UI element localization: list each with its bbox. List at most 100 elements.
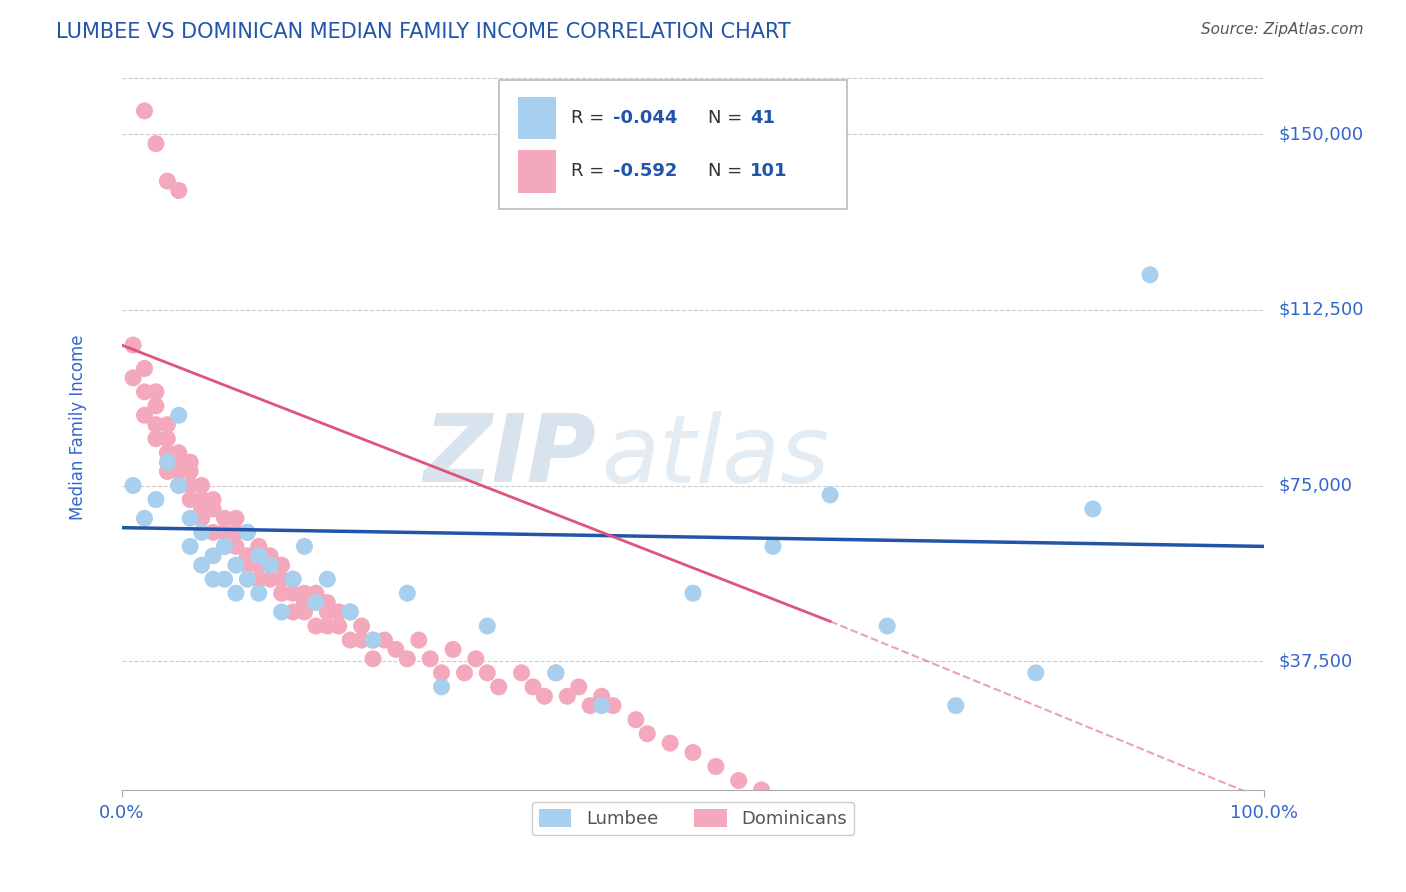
Point <box>477 619 499 633</box>
Point <box>441 642 464 657</box>
Point <box>190 502 212 516</box>
Text: R =: R = <box>571 109 610 127</box>
Text: N =: N = <box>707 109 748 127</box>
Point <box>270 558 292 573</box>
Point <box>350 633 373 648</box>
Point <box>167 455 190 469</box>
Text: $112,500: $112,500 <box>1278 301 1364 319</box>
Point <box>796 806 818 821</box>
Point <box>294 540 316 554</box>
Point <box>214 511 236 525</box>
Point <box>145 432 167 446</box>
Point <box>408 633 430 648</box>
Point <box>624 713 647 727</box>
Point <box>1139 268 1161 282</box>
Point <box>134 103 156 118</box>
Point <box>259 572 281 586</box>
Point <box>316 596 339 610</box>
Point <box>704 759 727 773</box>
Point <box>214 572 236 586</box>
Point <box>214 525 236 540</box>
Text: atlas: atlas <box>602 410 830 501</box>
Point <box>636 727 658 741</box>
Point <box>328 605 350 619</box>
Point <box>134 511 156 525</box>
Point <box>339 633 361 648</box>
Point <box>579 698 602 713</box>
Point <box>179 478 201 492</box>
Point <box>430 680 453 694</box>
Point <box>373 633 395 648</box>
Point <box>396 652 419 666</box>
Point <box>167 409 190 423</box>
Point <box>247 549 270 563</box>
Point <box>259 558 281 573</box>
Point <box>225 558 247 573</box>
Point <box>818 815 841 830</box>
Point <box>281 586 304 600</box>
Point <box>167 184 190 198</box>
Point <box>156 465 179 479</box>
Point <box>270 586 292 600</box>
Point <box>236 525 259 540</box>
Point <box>818 488 841 502</box>
Text: -0.592: -0.592 <box>613 162 678 180</box>
Point <box>145 136 167 151</box>
Point <box>202 492 225 507</box>
Text: $75,000: $75,000 <box>1278 476 1353 494</box>
Point <box>727 773 749 788</box>
Point <box>190 511 212 525</box>
Point <box>145 384 167 399</box>
Point <box>167 465 190 479</box>
Point <box>305 596 328 610</box>
Point <box>350 619 373 633</box>
Point <box>385 642 408 657</box>
Point <box>1081 502 1104 516</box>
Point <box>145 417 167 432</box>
Point <box>167 478 190 492</box>
Point <box>156 446 179 460</box>
Point <box>591 698 613 713</box>
Text: LUMBEE VS DOMINICAN MEDIAN FAMILY INCOME CORRELATION CHART: LUMBEE VS DOMINICAN MEDIAN FAMILY INCOME… <box>56 22 792 42</box>
Point <box>202 572 225 586</box>
Text: Median Family Income: Median Family Income <box>69 334 87 520</box>
Point <box>122 338 145 352</box>
Point <box>145 399 167 413</box>
Point <box>202 525 225 540</box>
Point <box>488 680 510 694</box>
Point <box>156 174 179 188</box>
Point <box>305 586 328 600</box>
Point <box>179 511 201 525</box>
Point <box>1025 665 1047 680</box>
Point <box>464 652 486 666</box>
Point <box>122 371 145 385</box>
Point <box>751 783 773 797</box>
Point <box>134 384 156 399</box>
Point <box>179 455 201 469</box>
Point <box>544 665 567 680</box>
Point <box>591 690 613 704</box>
Point <box>305 619 328 633</box>
Point <box>682 586 704 600</box>
Point <box>247 572 270 586</box>
Point <box>281 605 304 619</box>
Point <box>247 586 270 600</box>
Bar <box>519 151 555 193</box>
Point <box>339 605 361 619</box>
Point <box>236 525 259 540</box>
Point <box>259 549 281 563</box>
Point <box>294 596 316 610</box>
Point <box>167 446 190 460</box>
Point <box>225 586 247 600</box>
Point <box>225 540 247 554</box>
Point <box>430 665 453 680</box>
Text: $150,000: $150,000 <box>1278 125 1364 144</box>
Point <box>544 665 567 680</box>
Point <box>214 540 236 554</box>
Point <box>236 558 259 573</box>
Text: ZIP: ZIP <box>423 410 596 502</box>
Point <box>190 558 212 573</box>
Text: N =: N = <box>707 162 748 180</box>
Point <box>281 572 304 586</box>
Point <box>361 633 384 648</box>
